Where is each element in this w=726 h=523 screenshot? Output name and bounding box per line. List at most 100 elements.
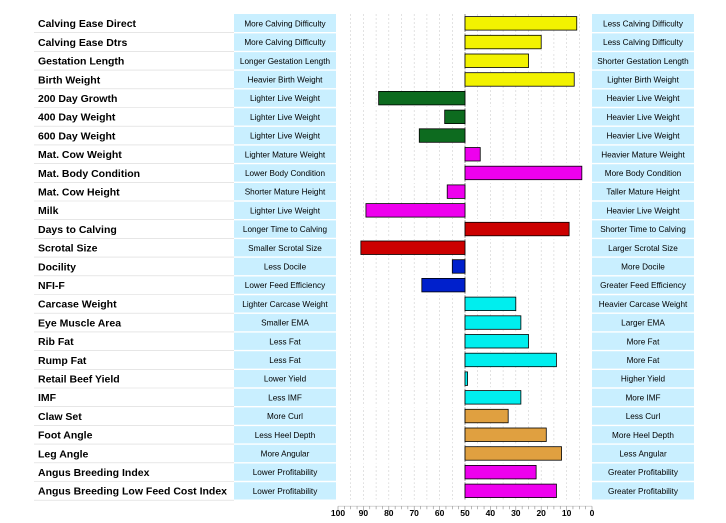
bar-scrotal-size — [360, 240, 466, 255]
right-descriptor-label: More IMF — [625, 393, 660, 402]
bar-400-day-weight — [444, 109, 466, 124]
left-descriptor-label: Smaller EMA — [261, 319, 309, 328]
trait-name-label: Mat. Cow Height — [38, 186, 120, 198]
right-descriptor-label: Greater Profitability — [608, 468, 679, 477]
right-descriptor-label: Lighter Birth Weight — [607, 75, 679, 84]
trait-name-label: Rump Fat — [38, 355, 87, 367]
bar-eye-muscle-area — [464, 315, 522, 330]
left-descriptor-label: More Calving Difficulty — [244, 38, 326, 47]
trait-name-label: Rib Fat — [38, 336, 74, 348]
chart-bars — [360, 16, 583, 499]
trait-name-label: Calving Ease Dtrs — [38, 37, 127, 49]
left-descriptor-label: Less Heel Depth — [255, 431, 316, 440]
trait-name-label: Angus Breeding Low Feed Cost Index — [38, 486, 227, 498]
bar-imf — [464, 390, 522, 405]
trait-name-label: Retail Beef Yield — [38, 373, 120, 385]
bar-nfi-f — [421, 277, 466, 293]
bar-carcase-weight — [464, 296, 517, 312]
right-descriptor-label: Heavier Live Weight — [606, 132, 680, 141]
bar-mat-cow-height — [446, 184, 466, 199]
trait-name-label: Claw Set — [38, 411, 82, 423]
bar-milk — [365, 203, 466, 218]
bar-days-to-calving — [464, 221, 570, 237]
trait-name-label: NFI-F — [38, 280, 65, 292]
right-descriptor-label: Less Angular — [619, 449, 667, 458]
right-descriptor-label: Heavier Live Weight — [606, 94, 680, 103]
right-descriptor-label: More Body Condition — [605, 169, 682, 178]
chart-rows: Calving Ease Direct More Calving Difficul… — [34, 18, 694, 501]
right-descriptor-label: More Fat — [627, 356, 660, 365]
x-tick-label: 50 — [460, 508, 470, 518]
right-descriptor-label: Shorter Gestation Length — [597, 57, 689, 66]
right-descriptor-label: Greater Feed Efficiency — [600, 281, 687, 290]
left-descriptor-label: Shorter Mature Height — [245, 188, 326, 197]
right-descriptor-label: Higher Yield — [621, 375, 666, 384]
trait-name-label: Leg Angle — [38, 448, 89, 460]
left-descriptor-label: More Angular — [261, 449, 310, 458]
bar-calving-ease-dtrs — [464, 34, 542, 50]
right-descriptor-label: Larger Scrotal Size — [608, 244, 678, 253]
left-descriptor-label: More Calving Difficulty — [244, 19, 326, 28]
right-descriptor-label: More Fat — [627, 337, 660, 346]
bar-docility — [451, 259, 466, 274]
right-descriptor-label: More Docile — [621, 262, 665, 271]
left-descriptor-label: Lighter Mature Weight — [245, 150, 326, 159]
trait-name-label: Docility — [38, 261, 76, 273]
left-descriptor-label: Heavier Birth Weight — [248, 75, 324, 84]
bar-angus-breeding-index — [464, 464, 537, 480]
left-descriptor-label: Less IMF — [268, 393, 302, 402]
left-descriptor-label: Less Docile — [264, 262, 307, 271]
trait-name-label: 400 Day Weight — [38, 112, 116, 124]
trait-name-label: Foot Angle — [38, 430, 93, 442]
trait-name-label: Gestation Length — [38, 56, 124, 68]
left-descriptor-label: Lighter Live Weight — [250, 132, 321, 141]
left-descriptor-label: Smaller Scrotal Size — [248, 244, 322, 253]
bar-leg-angle — [464, 446, 562, 461]
bar-birth-weight — [464, 72, 575, 87]
right-descriptor-label: Less Calving Difficulty — [603, 19, 684, 28]
bar-200-day-growth — [378, 91, 466, 106]
x-tick-label: 40 — [486, 508, 496, 518]
left-descriptor-label: Lower Yield — [264, 375, 307, 384]
x-tick-label: 90 — [359, 508, 369, 518]
bar-mat-body-condition — [464, 165, 583, 181]
right-descriptor-label: Less Calving Difficulty — [603, 38, 684, 47]
trait-name-label: IMF — [38, 392, 57, 404]
left-descriptor-label: Lighter Live Weight — [250, 113, 321, 122]
left-descriptor-label: Lighter Live Weight — [250, 206, 321, 215]
x-tick-label: 0 — [590, 508, 595, 518]
left-descriptor-label: Lower Feed Efficiency — [245, 281, 326, 290]
trait-name-label: Calving Ease Direct — [38, 18, 137, 30]
x-tick-label: 60 — [435, 508, 445, 518]
trait-name-label: Carcase Weight — [38, 299, 117, 311]
right-descriptor-label: Larger EMA — [621, 319, 665, 328]
x-axis: 100 90 80 70 60 50 40 30 20 10 0 — [331, 505, 595, 518]
bar-angus-breeding-low-feed-cost-index — [464, 483, 557, 499]
bar-600-day-weight — [418, 128, 466, 143]
trait-name-label: Mat. Body Condition — [38, 168, 140, 180]
trait-name-label: Scrotal Size — [38, 243, 98, 255]
left-descriptor-label: Less Fat — [269, 337, 301, 346]
trait-name-label: Days to Calving — [38, 224, 117, 236]
right-descriptor-label: More Heel Depth — [612, 431, 674, 440]
trait-name-label: Eye Muscle Area — [38, 317, 121, 329]
bar-calving-ease-direct — [464, 16, 578, 31]
trait-name-label: 600 Day Weight — [38, 130, 116, 142]
left-descriptor-label: Longer Gestation Length — [240, 57, 331, 66]
trait-name-label: Mat. Cow Weight — [38, 149, 122, 161]
bar-foot-angle — [464, 427, 547, 442]
left-descriptor-label: Lighter Carcase Weight — [242, 300, 328, 309]
right-descriptor-label: Greater Profitability — [608, 487, 679, 496]
bar-rump-fat — [464, 352, 557, 368]
x-tick-label: 100 — [331, 508, 345, 518]
bar-claw-set — [464, 408, 509, 424]
right-descriptor-label: Heavier Mature Weight — [601, 150, 685, 159]
left-descriptor-label: Lighter Live Weight — [250, 94, 321, 103]
left-descriptor-label: Less Fat — [269, 356, 301, 365]
right-descriptor-label: Shorter Time to Calving — [600, 225, 686, 234]
left-descriptor-label: Lower Profitability — [253, 487, 319, 496]
trait-name-label: Birth Weight — [38, 74, 101, 86]
x-tick-label: 80 — [384, 508, 394, 518]
right-descriptor-label: Less Curl — [626, 412, 661, 421]
